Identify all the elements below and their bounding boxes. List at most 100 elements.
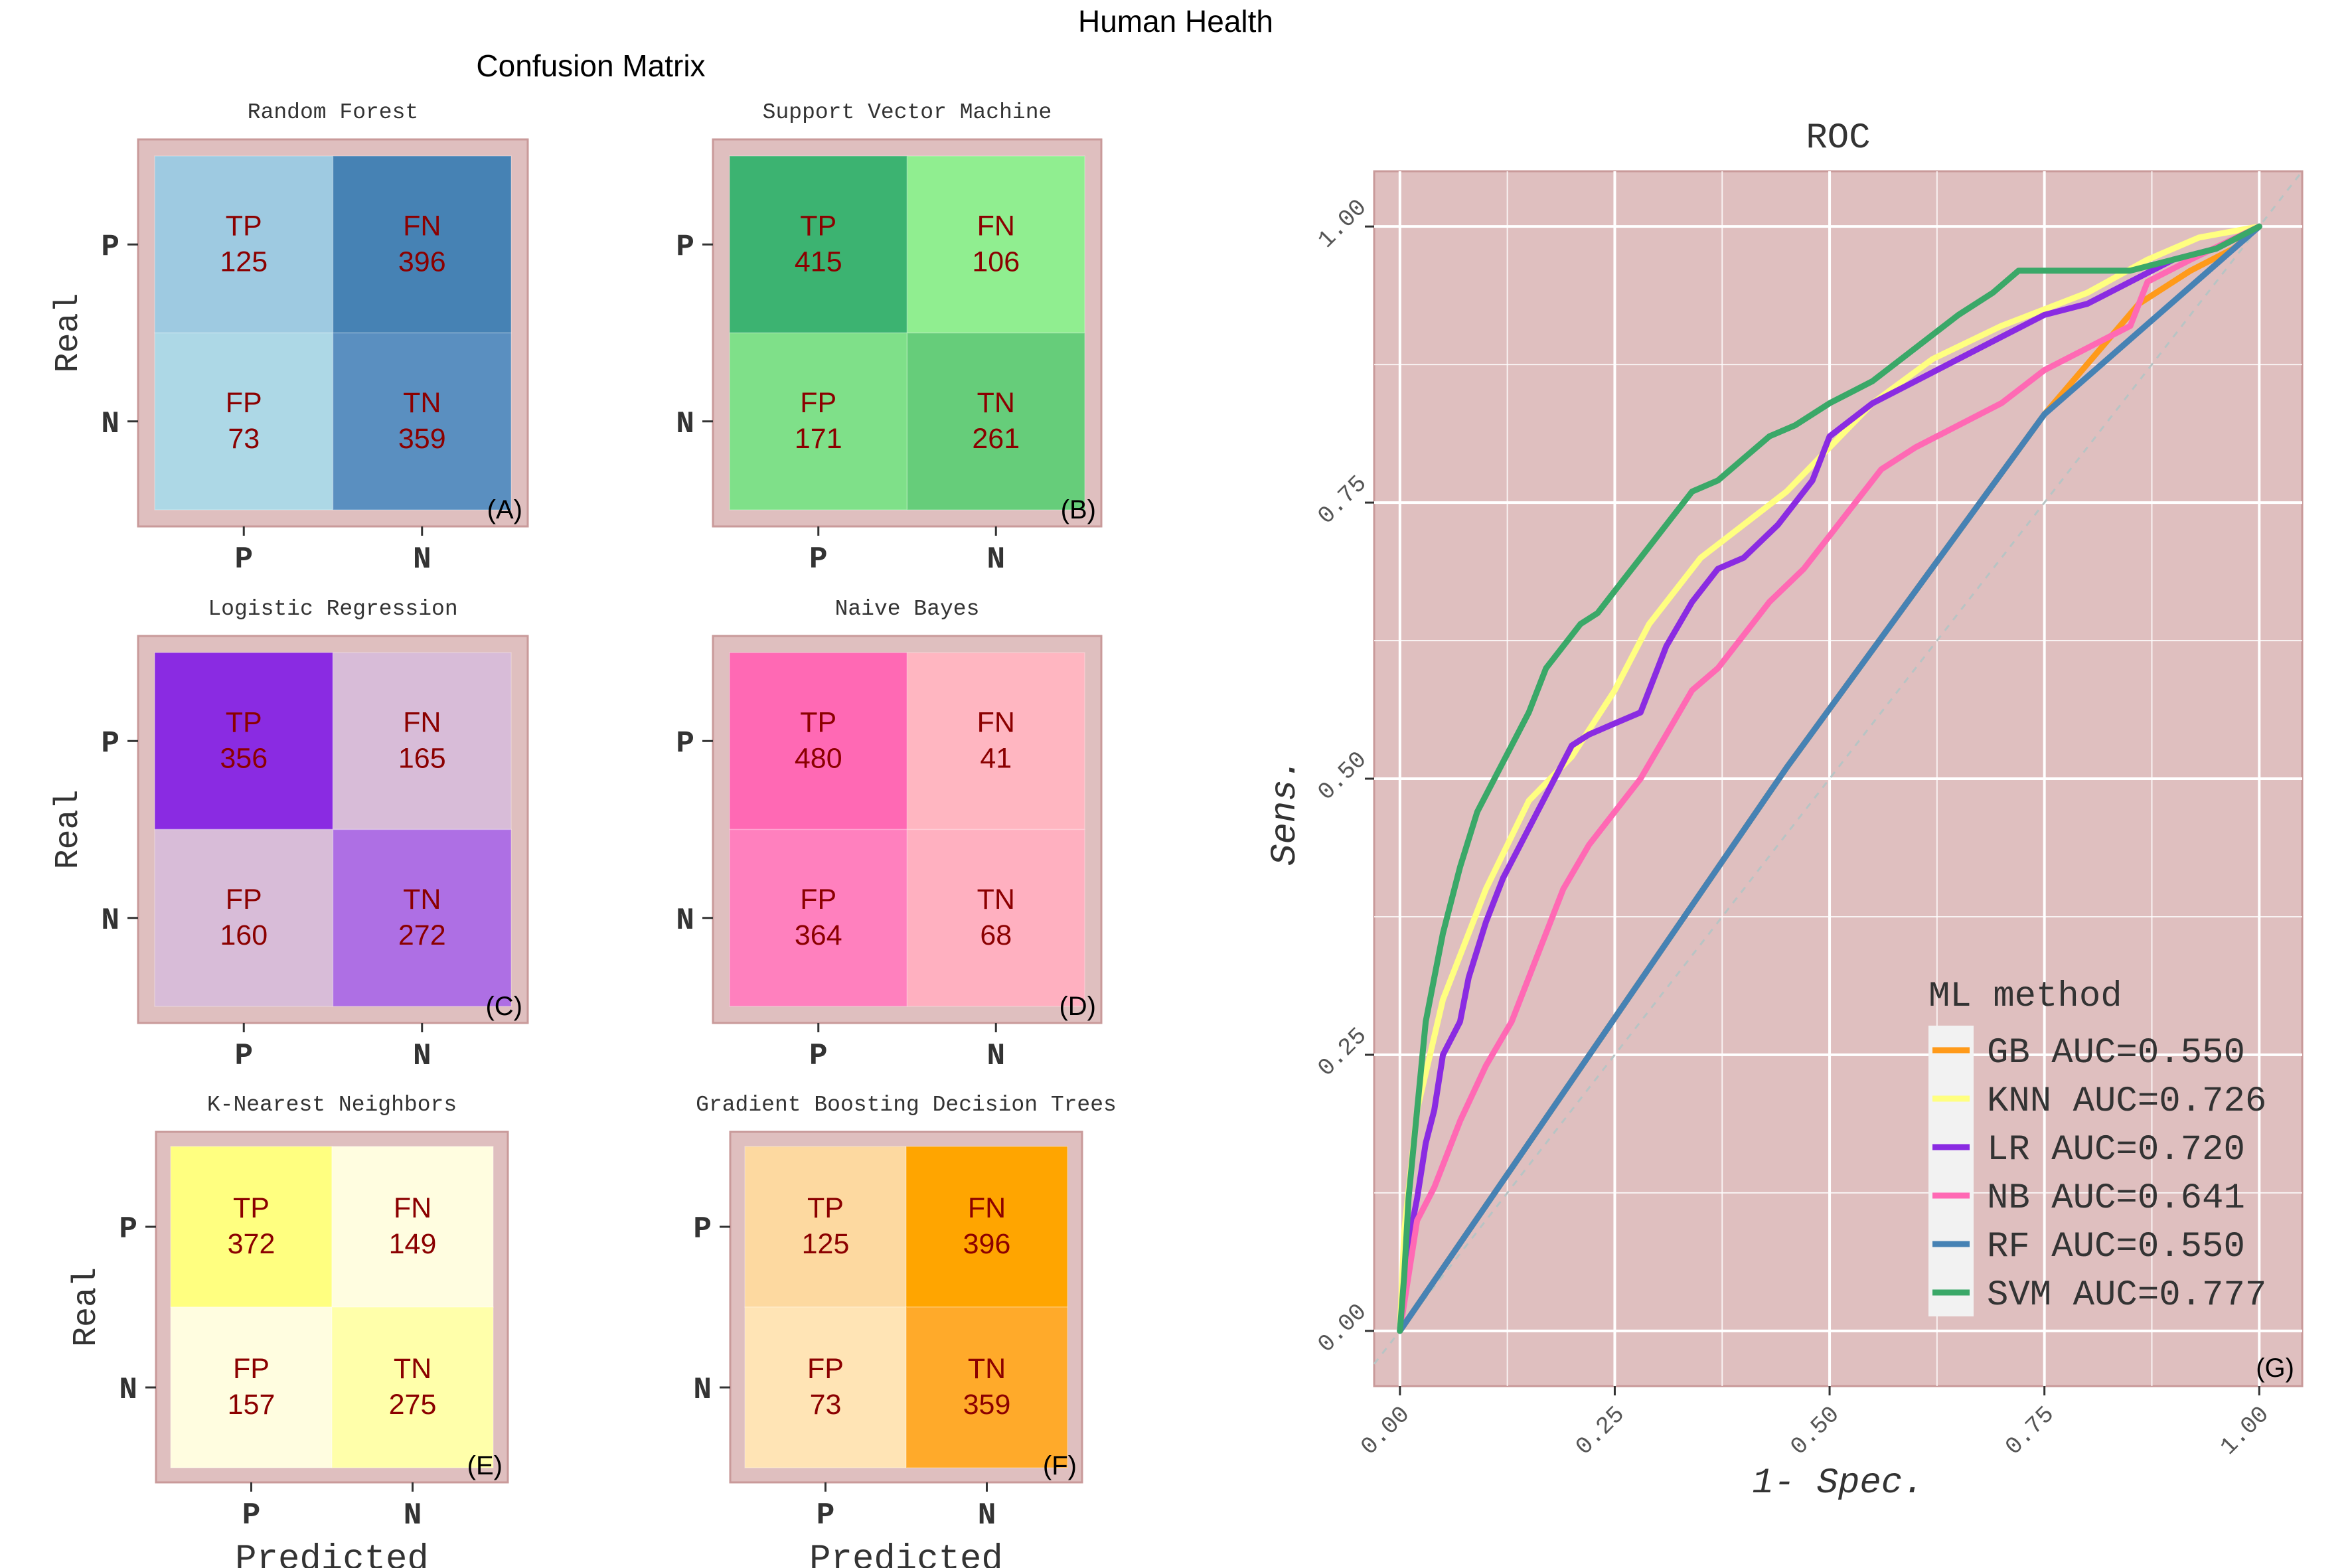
panel-label: (G) [2256,1354,2294,1383]
panel-label: (F) [1043,1451,1077,1480]
cell-label: TN [394,1353,431,1385]
cell-value: 165 [398,742,446,774]
x-tick-label: N [986,542,1005,577]
roc-title: ROC [1806,118,1870,159]
cell-value: 480 [795,742,842,774]
y-tick-label: N [676,407,694,441]
cell-value: 160 [220,919,268,951]
confusion-matrix-panel: Naive Bayes TP 480 FN 41 FP 364 TN 68 (D) P N P N [676,597,1101,1073]
panel-title: Random Forest [248,100,418,125]
cell-value: 73 [228,423,260,455]
panel-title: Support Vector Machine [763,100,1052,125]
panel-label: (D) [1059,992,1096,1021]
matrix-cell [907,830,1085,1007]
legend-entry: RF AUC=0.550 [1987,1227,2245,1267]
cell-label: TP [226,706,262,738]
x-tick-label: N [413,542,431,577]
matrix-cell [155,653,333,830]
y-tick-label: P [101,726,119,761]
legend-key-background [1928,1026,1974,1316]
matrix-cell [907,156,1085,333]
x-axis-label: Predicted [809,1539,1003,1568]
matrix-cell [155,333,333,510]
matrix-cell [333,830,512,1007]
matrix-cell [730,333,907,510]
cell-value: 359 [963,1389,1011,1421]
cell-label: FP [226,387,262,419]
cell-label: TN [977,387,1015,419]
y-axis-label: Real [50,293,88,372]
cell-value: 125 [220,246,268,277]
cell-label: FN [403,706,441,738]
legend-entry: LR AUC=0.720 [1987,1130,2245,1170]
matrix-cell [333,333,512,510]
cell-value: 149 [389,1228,437,1260]
y-tick-label: N [693,1373,712,1407]
cell-label: TN [977,884,1015,915]
y-axis-label: Real [68,1267,106,1347]
cell-value: 106 [972,246,1020,277]
legend-entry: NB AUC=0.641 [1987,1178,2245,1219]
matrix-cell [171,1307,332,1468]
confusion-matrix-panel: Support Vector Machine TP 415 FN 106 FP 171 TN 2… [676,100,1101,577]
cell-value: 157 [228,1389,275,1421]
cell-value: 68 [980,919,1012,951]
y-tick-label: P [101,230,119,264]
cell-label: FN [968,1192,1006,1224]
matrix-cell [332,1307,493,1468]
matrix-cell [906,1307,1067,1468]
matrix-cell [730,653,907,830]
matrix-cell [907,653,1085,830]
cell-value: 261 [972,423,1020,455]
matrix-cell [155,830,333,1007]
cell-value: 415 [795,246,842,277]
y-tick-label: P [676,230,694,264]
cell-value: 372 [228,1228,275,1260]
cell-value: 364 [795,919,842,951]
matrix-cell [745,1307,906,1468]
legend-entry: SVM AUC=0.777 [1987,1275,2266,1316]
x-tick-label: P [234,1039,253,1073]
matrix-cell [333,653,512,830]
cell-label: FN [394,1192,431,1224]
cell-value: 396 [398,246,446,277]
panel-title: Logistic Regression [208,597,457,621]
panel-label: (E) [467,1451,503,1480]
cell-label: FP [800,884,836,915]
x-tick-label: P [234,542,253,577]
matrix-cell [333,156,512,333]
y-tick-label: N [101,407,119,441]
cell-label: TP [800,210,836,242]
matrix-cell [155,156,333,333]
confusion-matrix-section-title: Confusion Matrix [476,48,705,83]
cell-label: TP [807,1192,844,1224]
x-tick-label: N [986,1039,1005,1073]
cell-value: 359 [398,423,446,455]
panel-label: (B) [1061,495,1096,524]
x-tick-label: P [817,1498,835,1533]
y-tick-label: P [693,1212,712,1247]
x-tick-label: P [809,1039,828,1073]
x-tick-label: N [978,1498,996,1533]
cell-label: TP [226,210,262,242]
cell-label: FP [226,884,262,915]
matrix-cell [332,1146,493,1307]
y-axis-label: Real [50,789,88,869]
cell-label: TP [800,706,836,738]
cell-label: FP [800,387,836,419]
x-axis-label: 1- Spec. [1752,1463,1924,1504]
y-axis-label: Sens. [1265,758,1306,866]
x-axis-label: Predicted [235,1539,429,1568]
panel-title: Naive Bayes [835,597,980,621]
panel-title: K-Nearest Neighbors [207,1093,457,1117]
y-tick-label: N [119,1373,137,1407]
cell-value: 356 [220,742,268,774]
panel-label: (C) [485,992,522,1021]
matrix-cell [745,1146,906,1307]
cell-value: 41 [980,742,1012,774]
legend-entry: KNN AUC=0.726 [1987,1081,2266,1122]
x-tick-label: P [242,1498,261,1533]
matrix-cell [906,1146,1067,1307]
